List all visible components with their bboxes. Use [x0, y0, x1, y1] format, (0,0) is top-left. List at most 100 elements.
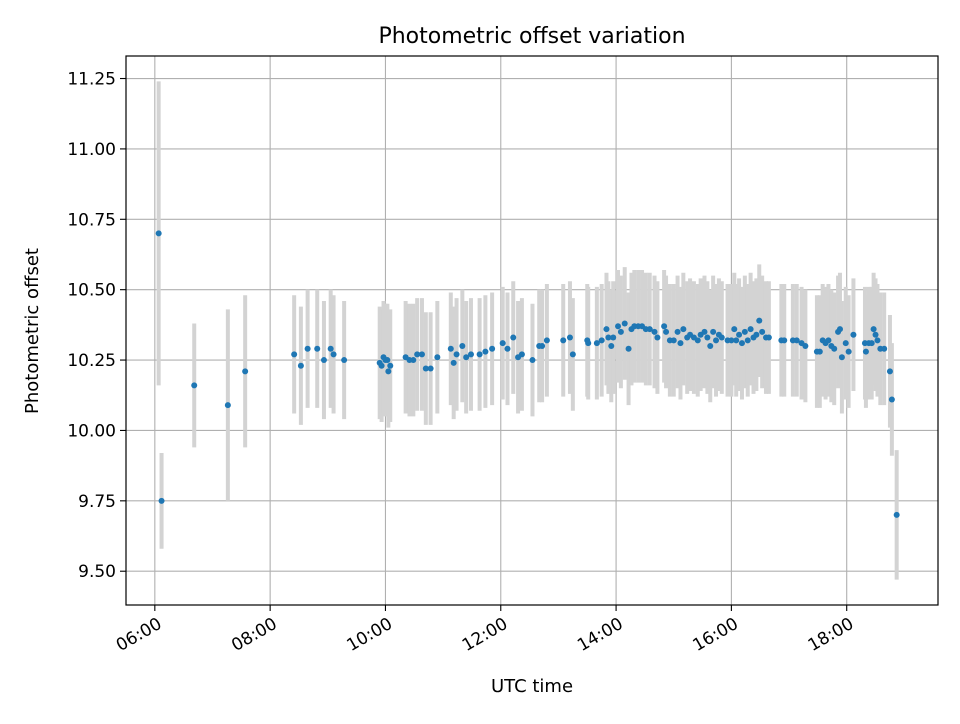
y-tick-label: 9.75: [78, 492, 116, 512]
data-point: [155, 230, 162, 237]
data-point: [291, 351, 298, 358]
data-point: [608, 342, 615, 349]
x-tick-label: 16:00: [689, 614, 741, 656]
data-point: [733, 337, 740, 344]
data-point: [825, 337, 832, 344]
y-tick-label: 10.75: [67, 210, 116, 230]
data-point: [718, 334, 725, 341]
data-point: [603, 326, 610, 333]
data-point: [836, 326, 843, 333]
x-tick-label: 18:00: [805, 614, 857, 656]
x-tick-label: 14:00: [574, 614, 626, 656]
data-point: [378, 362, 385, 369]
data-point: [747, 326, 754, 333]
data-point: [482, 348, 489, 355]
data-point: [802, 342, 809, 349]
data-point: [850, 331, 857, 338]
data-point: [385, 368, 392, 375]
plot-area-frame: [125, 55, 939, 606]
data-point: [707, 342, 714, 349]
data-point: [314, 345, 321, 352]
data-point: [410, 357, 417, 364]
data-point: [467, 351, 474, 358]
data-point: [610, 334, 617, 341]
data-point: [793, 337, 800, 344]
x-axis-label: UTC time: [491, 676, 573, 697]
y-tick-label: 10.25: [67, 351, 116, 371]
point-layer: [155, 230, 900, 518]
errorbar-layer: [156, 81, 899, 580]
data-point: [646, 326, 653, 333]
data-point: [518, 351, 525, 358]
data-point: [661, 323, 668, 330]
data-point: [387, 362, 394, 369]
data-point: [499, 340, 506, 347]
data-point: [736, 331, 743, 338]
x-tick-label: 10:00: [344, 614, 396, 656]
data-point: [566, 334, 573, 341]
data-point: [617, 328, 624, 335]
data-point: [831, 345, 838, 352]
data-point: [893, 511, 900, 518]
data-point: [781, 337, 788, 344]
data-point: [728, 337, 735, 344]
data-point: [838, 354, 845, 361]
data-point: [674, 328, 681, 335]
data-point: [744, 337, 751, 344]
y-axis-ticks: 9.50 9.75 10.00 10.25 10.50 10.75 11.00 11.25: [67, 70, 126, 582]
data-point: [543, 337, 550, 344]
data-point: [504, 345, 511, 352]
data-point: [422, 365, 429, 372]
data-point: [330, 351, 337, 358]
data-point: [459, 342, 466, 349]
x-tick-label: 08:00: [228, 614, 280, 656]
data-point: [224, 402, 231, 409]
data-point: [327, 345, 334, 352]
data-point: [731, 326, 738, 333]
data-point: [738, 340, 745, 347]
data-point: [710, 328, 717, 335]
data-point: [680, 326, 687, 333]
y-tick-label: 11.00: [67, 140, 116, 160]
data-point: [759, 328, 766, 335]
data-point: [560, 337, 567, 344]
y-tick-label: 9.50: [78, 562, 116, 582]
data-point: [489, 345, 496, 352]
data-point: [842, 340, 849, 347]
data-point: [704, 334, 711, 341]
data-point: [414, 351, 421, 358]
data-point: [677, 340, 684, 347]
data-point: [447, 345, 454, 352]
data-point: [510, 334, 517, 341]
data-point: [845, 348, 852, 355]
data-point: [756, 317, 763, 324]
data-point: [670, 337, 677, 344]
data-point: [874, 337, 881, 344]
data-point: [320, 357, 327, 364]
data-point: [593, 340, 600, 347]
x-axis-ticks: 06:00 08:00 10:00 12:00 14:00 16:00 18:00: [113, 605, 857, 656]
data-point: [663, 328, 670, 335]
chart-title: Photometric offset variation: [378, 24, 685, 49]
data-point: [418, 351, 425, 358]
data-point: [598, 337, 605, 344]
data-point: [242, 368, 249, 375]
data-point: [701, 328, 708, 335]
data-point: [654, 334, 661, 341]
x-tick-label: 12:00: [459, 614, 511, 656]
data-point: [304, 345, 311, 352]
data-point: [881, 345, 888, 352]
data-point: [621, 320, 628, 327]
data-point: [191, 382, 198, 389]
data-point: [713, 337, 720, 344]
data-point: [753, 331, 760, 338]
y-tick-label: 11.25: [67, 70, 116, 90]
data-point: [651, 328, 658, 335]
data-point: [297, 362, 304, 369]
data-point: [741, 328, 748, 335]
data-point: [569, 351, 576, 358]
data-point: [872, 331, 879, 338]
data-point: [886, 368, 893, 375]
data-point: [476, 351, 483, 358]
x-tick-label: 06:00: [113, 614, 165, 656]
